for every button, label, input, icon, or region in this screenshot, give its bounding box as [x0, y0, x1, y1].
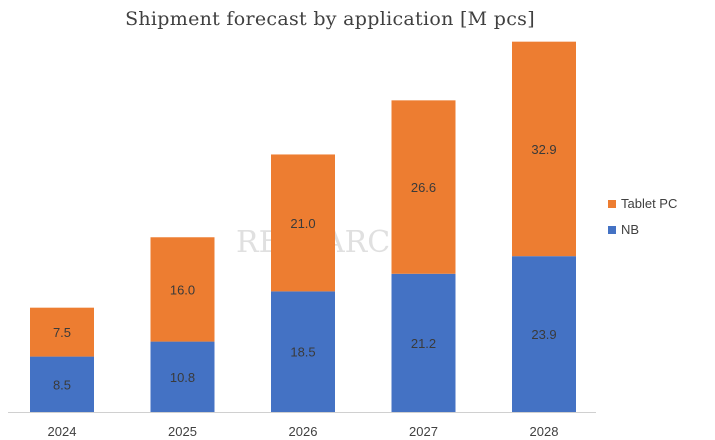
x-tick-label-2024: 2024 — [48, 424, 77, 439]
data-label-nb-2027: 21.2 — [411, 336, 436, 351]
chart-title: Shipment forecast by application [M pcs] — [125, 8, 535, 30]
data-label-nb-2026: 18.5 — [290, 345, 315, 360]
legend-label-tablet-pc: Tablet PC — [621, 196, 677, 211]
bar-nb-2025 — [150, 341, 215, 412]
bar-tablet-pc-2025 — [150, 237, 215, 342]
bar-nb-2024 — [30, 356, 94, 412]
bar-tablet-pc-2028 — [512, 41, 576, 257]
data-label-nb-2028: 23.9 — [531, 327, 556, 342]
data-label-tablet-pc-2027: 26.6 — [411, 180, 436, 195]
x-tick-label-2026: 2026 — [289, 424, 318, 439]
bar-nb-2027 — [391, 273, 456, 412]
data-label-nb-2025: 10.8 — [170, 370, 195, 385]
x-tick-label-2027: 2027 — [409, 424, 438, 439]
bar-tablet-pc-2024 — [30, 307, 94, 357]
legend-label-nb: NB — [621, 222, 639, 237]
data-label-tablet-pc-2028: 32.9 — [531, 142, 556, 157]
bar-tablet-pc-2027 — [391, 100, 456, 274]
x-tick-label-2025: 2025 — [168, 424, 197, 439]
bar-nb-2028 — [512, 256, 576, 412]
data-label-tablet-pc-2026: 21.0 — [290, 216, 315, 231]
legend-swatch-nb — [608, 226, 616, 234]
bar-nb-2026 — [271, 291, 335, 412]
bar-tablet-pc-2026 — [271, 154, 335, 292]
data-label-tablet-pc-2024: 7.5 — [53, 325, 71, 340]
x-tick-label-2028: 2028 — [530, 424, 559, 439]
legend-swatch-tablet-pc — [608, 200, 616, 208]
data-label-tablet-pc-2025: 16.0 — [170, 282, 195, 297]
data-label-nb-2024: 8.5 — [53, 377, 71, 392]
